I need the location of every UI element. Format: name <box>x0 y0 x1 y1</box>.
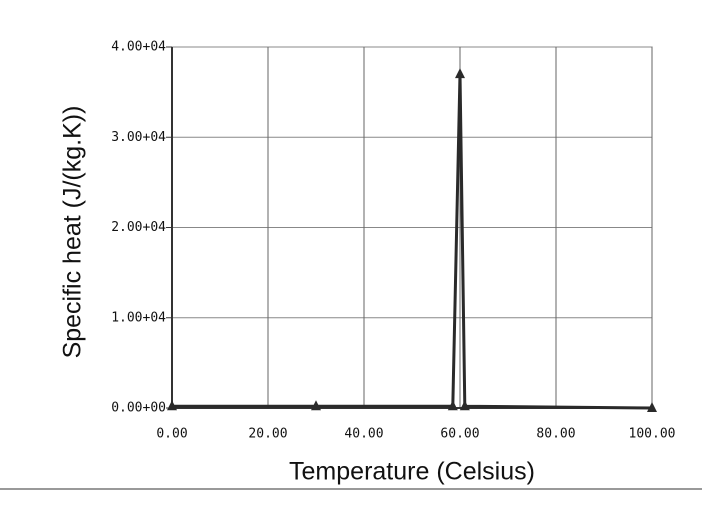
y-tick-label: 0.00+00 <box>111 401 166 416</box>
y-tick-label: 1.00+04 <box>111 310 166 325</box>
data-point <box>311 400 321 411</box>
y-axis-title: Specific heat (J/(kg.K)) <box>59 106 87 359</box>
data-point <box>455 68 465 79</box>
x-tick-label: 20.00 <box>248 427 287 442</box>
data-point <box>167 400 177 411</box>
x-tick-label: 40.00 <box>344 427 383 442</box>
x-tick-label: 0.00 <box>156 427 187 442</box>
data-point <box>647 402 657 412</box>
x-tick-label: 100.00 <box>629 427 676 442</box>
x-tick-label: 80.00 <box>536 427 575 442</box>
y-tick-label: 2.00+04 <box>111 220 166 235</box>
data-point <box>447 400 458 411</box>
data-point <box>459 400 470 411</box>
series-line <box>172 72 653 410</box>
y-tick-label: 4.00+04 <box>111 40 166 55</box>
y-tick-label: 3.00+04 <box>111 130 166 145</box>
x-axis-title: Temperature (Celsius) <box>289 458 535 486</box>
x-tick-label: 60.00 <box>440 427 479 442</box>
